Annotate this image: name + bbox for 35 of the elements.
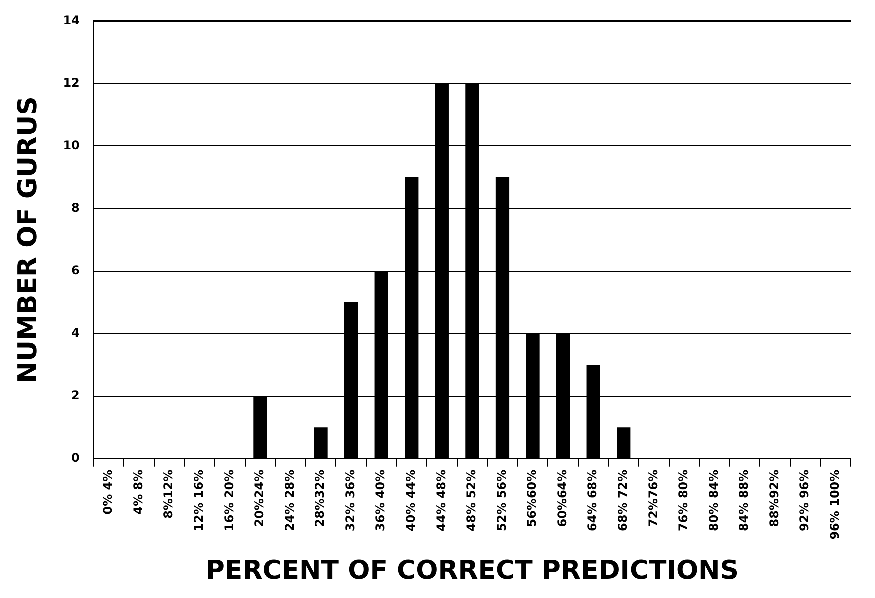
x-tick-label: 12% 16% [192,470,206,532]
y-tick-label: 12 [63,76,80,90]
x-tick-label: 20%24% [252,470,267,528]
x-tick-label: 64% 68% [586,470,600,532]
x-tick-label: 68% 72% [616,470,630,532]
y-axis-title: NUMBER OF GURUS [13,96,44,384]
x-tick-label: 48% 52% [464,470,479,532]
y-tick-label: 0 [72,450,80,465]
x-tick-label: 92% 96% [798,470,812,532]
x-tick-label: 56%60% [525,470,540,528]
x-tick-label: 36% 40% [374,470,388,532]
x-tick-label: 4% 8% [131,470,146,515]
x-tick-label: 76% 80% [676,470,691,532]
x-tick-label: 80% 84% [706,470,721,532]
x-tick-label: 40% 44% [404,470,418,532]
x-tick-label: 24% 28% [282,470,297,532]
x-tick-label: 84% 88% [737,470,752,532]
x-tick-label: 28%32% [313,470,328,528]
x-tick-label: 0% 4% [101,470,116,515]
y-tick-label: 6 [72,263,80,278]
x-tick-label: 72%76% [646,470,660,528]
x-tick-label: 16% 20% [222,470,236,532]
y-tick-label: 8 [72,200,80,215]
x-tick-label: 8%12% [162,470,176,519]
x-axis-title: PERCENT OF CORRECT PREDICTIONS [206,556,740,586]
x-tick-label: 44% 48% [434,470,448,532]
y-tick-label: 2 [72,388,80,402]
y-tick-label: 10 [63,138,80,152]
y-tick-label: 14 [63,13,80,28]
x-tick-label: 60%64% [555,470,570,528]
x-tick-label: 96% 100% [828,470,842,540]
x-tick-label: 52% 56% [494,470,509,532]
x-tick-label: 32% 36% [343,470,358,532]
x-tick-label: 88%92% [767,470,782,528]
y-tick-label: 4 [72,326,80,340]
